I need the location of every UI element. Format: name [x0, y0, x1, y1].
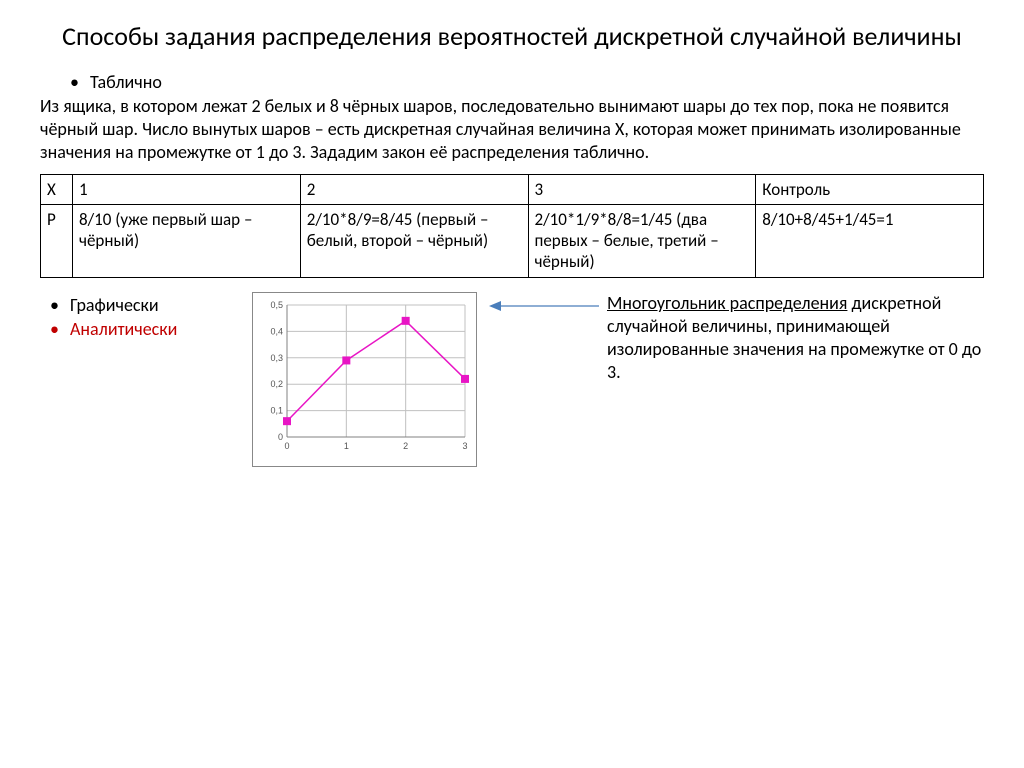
annotation-underlined: Многоугольник распределения [607, 292, 847, 314]
bullet-label: Графически [70, 294, 159, 316]
svg-text:3: 3 [462, 441, 467, 451]
table-cell: 2 [300, 174, 528, 204]
bullet-marker: • [50, 294, 70, 316]
table-cell: 2/10*8/9=8/45 (первый – белый, второй – … [300, 204, 528, 277]
chart-svg: 0 0,1 0,2 0,3 0,4 0,5 0 1 2 3 [257, 297, 472, 457]
table-cell: 8/10 (уже первый шар – чёрный) [73, 204, 301, 277]
table-cell: 3 [528, 174, 756, 204]
table-cell: 8/10+8/45+1/45=1 [756, 204, 984, 277]
bullet-item: • Таблично [70, 71, 984, 93]
distribution-table: X 1 2 3 Контроль P 8/10 (уже первый шар … [40, 174, 984, 278]
table-cell: X [41, 174, 73, 204]
svg-text:0,1: 0,1 [270, 405, 283, 415]
arrow-left-icon [489, 298, 599, 314]
intro-paragraph: Из ящика, в котором лежат 2 белых и 8 чё… [40, 95, 984, 164]
bullet-item: • Аналитически [50, 318, 240, 340]
table-cell: 2/10*1/9*8/8=1/45 (два первых – белые, т… [528, 204, 756, 277]
bullet-marker: • [70, 71, 90, 93]
bullet-item: • Графически [50, 294, 240, 316]
chart-annotation: Многоугольник распределения дискретной с… [607, 292, 984, 384]
table-cell: P [41, 204, 73, 277]
table-cell: 1 [73, 174, 301, 204]
svg-text:0,5: 0,5 [270, 300, 283, 310]
polygon-chart: 0 0,1 0,2 0,3 0,4 0,5 0 1 2 3 [252, 292, 477, 467]
svg-text:0,3: 0,3 [270, 352, 283, 362]
table-cell: Контроль [756, 174, 984, 204]
svg-text:0,2: 0,2 [270, 379, 283, 389]
bullet-marker: • [50, 318, 70, 340]
svg-text:1: 1 [344, 441, 349, 451]
table-row: P 8/10 (уже первый шар – чёрный) 2/10*8/… [41, 204, 984, 277]
table-row: X 1 2 3 Контроль [41, 174, 984, 204]
svg-text:0: 0 [278, 432, 283, 442]
bullet-label: Таблично [90, 71, 162, 93]
svg-text:0: 0 [284, 441, 289, 451]
bullet-label: Аналитически [70, 318, 177, 340]
svg-text:0,4: 0,4 [270, 326, 283, 336]
page-title: Способы задания распределения вероятност… [40, 20, 984, 53]
svg-text:2: 2 [403, 441, 408, 451]
